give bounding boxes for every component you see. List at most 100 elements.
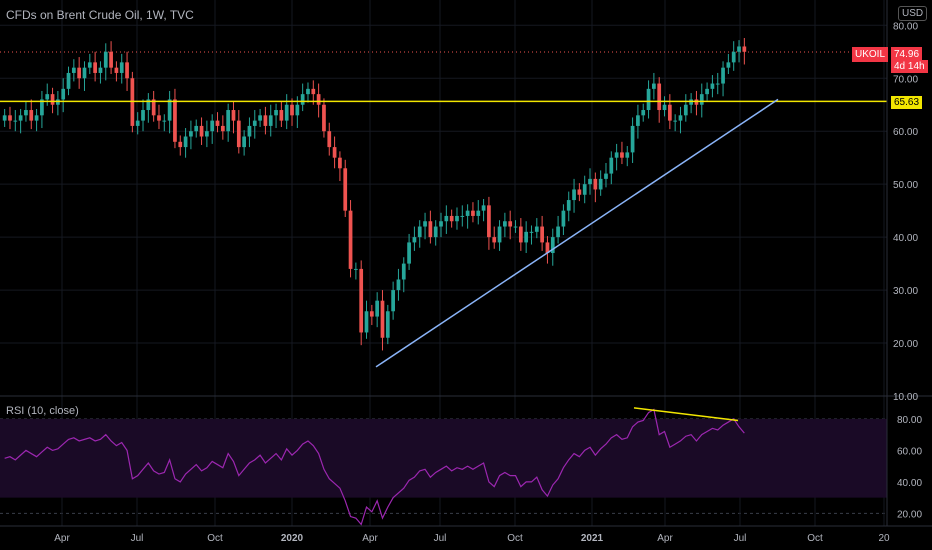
candle-body [268,115,273,126]
candle-body [667,104,672,121]
candle-body [503,221,507,227]
currency-button[interactable]: USD [898,6,928,21]
candle-body [162,120,167,122]
time-axis[interactable]: Apr Jul Oct 2020 Apr Jul Oct 2021 Apr Jul Oct 20 [54,533,890,544]
candle-body [87,62,92,68]
candle-body [375,300,380,317]
candle-body [300,94,305,105]
candle-body [604,173,608,179]
candle-body [77,67,82,79]
time-tick-label: Jul [434,533,447,544]
rsi-tick-label: 20.00 [897,509,922,520]
candle-body [497,226,502,243]
candle-body [566,200,571,211]
candle-body [673,120,678,122]
candle-body [731,51,736,63]
candle-body [471,210,475,216]
time-tick-label: 2020 [281,533,304,544]
price-tick-label: 10.00 [893,392,918,403]
candle-body [577,189,582,195]
candle-body [311,88,316,95]
candle-body [540,226,544,243]
candle-body [662,104,667,111]
candle-body [290,104,294,116]
candle-body [151,99,156,116]
candle-body [433,226,438,238]
price-axis[interactable]: 10.00 20.00 30.00 40.00 50.00 60.00 70.00 80.00 [893,21,918,403]
candle-body [199,125,204,137]
candle-body [465,210,470,216]
candle-body [396,279,401,291]
candle-body [50,94,55,105]
candle-body [710,83,715,89]
candle-body [295,104,300,116]
candle-body [364,311,369,333]
candle-body [678,115,683,121]
candle-body [481,205,486,211]
candle-body [61,88,66,100]
candle-body [215,120,220,126]
time-tick-label: Oct [507,533,523,544]
candle-body [550,237,555,254]
candle-body [40,99,44,116]
time-tick-label: Oct [207,533,223,544]
candle-body [401,263,406,280]
candle-body [274,110,278,116]
candle-body [407,242,411,264]
candle-body [476,210,481,216]
candle-body [444,215,449,222]
time-tick-label: Oct [807,533,823,544]
candle-body [24,110,28,116]
candle-body [561,210,566,227]
time-tick-label: 20 [878,533,890,544]
candle-body [322,104,326,132]
candle-body [513,226,518,228]
candle-body [146,99,151,111]
candle-body [173,99,177,142]
candle-body [699,94,704,105]
candle-body [657,83,662,111]
candle-body [737,46,741,52]
candle-body [109,51,113,68]
candle-body [194,125,199,132]
rsi-axis[interactable]: 20.00 40.00 60.00 80.00 [897,415,922,521]
candle-body [598,178,603,190]
candle-body [178,141,183,148]
trendline[interactable] [375,98,779,368]
ticker-tag: UKOIL [852,47,889,62]
price-tick-label: 80.00 [893,21,918,32]
rsi-line [4,408,745,526]
candle-body [125,62,129,79]
last-price-tag: 74.96 [891,47,923,62]
candle-body [614,152,619,158]
candle-body [220,125,225,132]
price-tick-label: 70.00 [893,74,918,85]
rsi-tick-label: 60.00 [897,446,922,457]
candle-body [13,120,18,122]
candle-body [412,237,417,243]
candle-body [385,311,390,338]
candle-body [742,46,747,52]
price-tick-label: 30.00 [893,286,918,297]
candle-body [247,125,252,137]
candle-body [508,221,513,227]
candle-body [2,115,7,121]
rsi-divergence-line[interactable] [633,407,739,422]
candle-body [258,115,262,121]
time-tick-label: 2021 [581,533,604,544]
candle-body [332,147,337,158]
candle-body [534,226,539,232]
chart-title: CFDs on Brent Crude Oil, 1W, TVC [6,8,194,22]
candle-body [8,115,12,121]
rsi-tick-label: 80.00 [897,415,922,426]
candle-body [417,226,422,238]
candle-body [263,115,268,126]
candle-body [343,168,348,211]
candle-body [369,311,374,317]
candle-body [119,62,124,73]
candle-body [620,152,624,158]
candle-body [646,88,651,111]
time-tick-label: Apr [54,533,70,544]
candle-body [715,83,720,85]
